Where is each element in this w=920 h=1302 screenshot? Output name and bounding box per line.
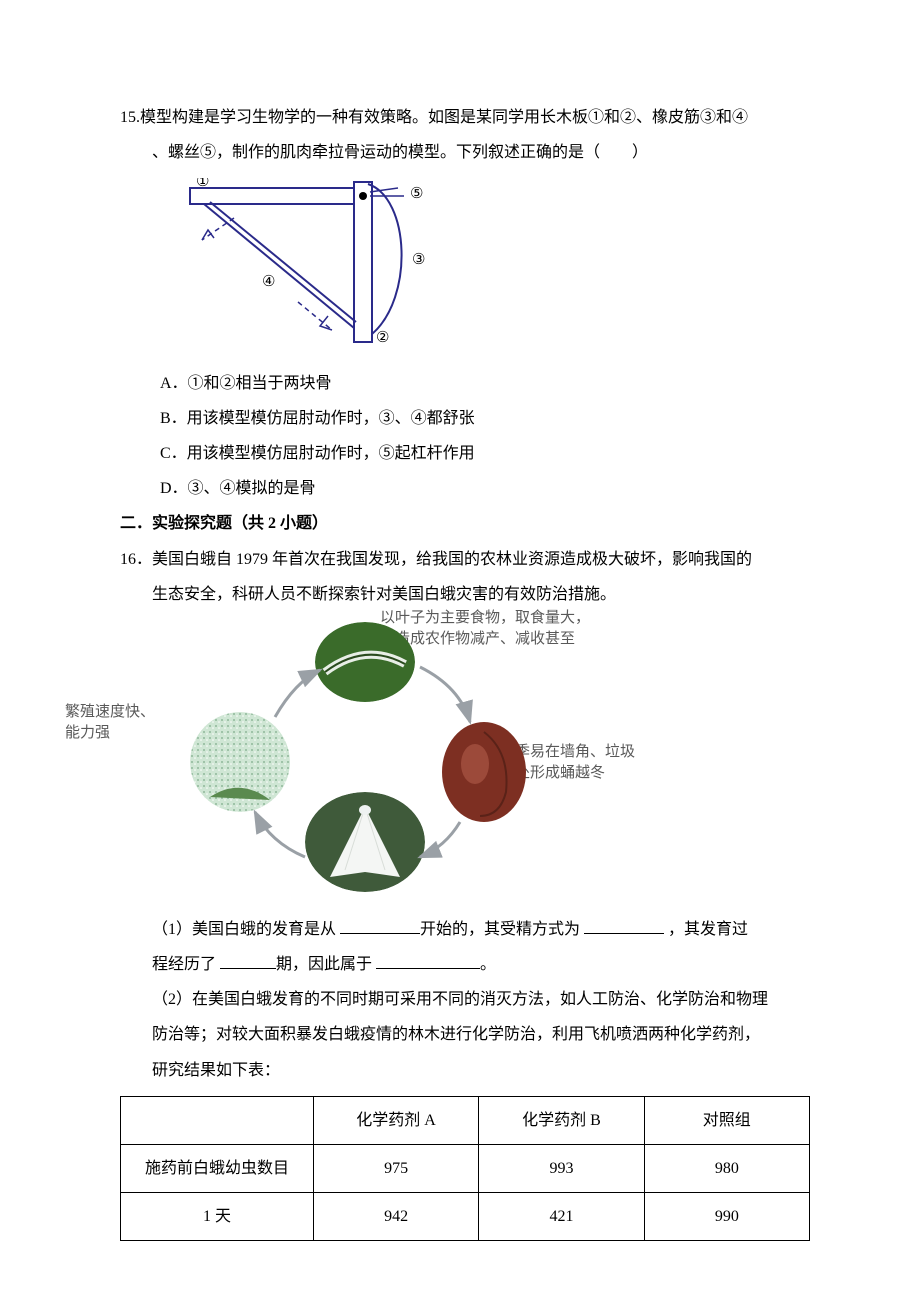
q15-option-c: C．用该模型模仿屈肘动作时，⑤起杠杆作用	[120, 436, 810, 471]
q16-part1-line1: （1）美国白蛾的发育是从 开始的，其受精方式为 ，其发育过	[120, 912, 810, 947]
q16-p1-c: ，其发育过	[664, 921, 748, 938]
lifecycle-stage-pupa	[440, 722, 528, 822]
lifecycle-stage-eggs	[190, 712, 290, 812]
q16-part2-line2: 防治等；对较大面积暴发白蛾疫情的林木进行化学防治，利用飞机喷洒两种化学药剂，	[120, 1017, 810, 1052]
table-header: 化学药剂 B	[479, 1096, 644, 1144]
svg-text:⑤: ⑤	[410, 186, 423, 202]
table-header: 对照组	[644, 1096, 809, 1144]
table-cell: 980	[644, 1145, 809, 1193]
table-row: 1 天 942 421 990	[121, 1193, 810, 1241]
lifecycle-stage-adult	[305, 792, 425, 892]
svg-text:③: ③	[412, 252, 425, 268]
q16-p1-b: 开始的，其受精方式为	[420, 921, 584, 938]
q16-p1-a: （1）美国白蛾的发育是从	[152, 921, 340, 938]
table-cell: 施药前白蛾幼虫数目	[121, 1145, 314, 1193]
q15-stem-line2: 、螺丝⑤，制作的肌肉牵拉骨运动的模型。下列叙述正确的是（ ）	[120, 135, 810, 170]
table-cell: 1 天	[121, 1193, 314, 1241]
q16-part2-line1: （2）在美国白蛾发育的不同时期可采用不同的消灭方法，如人工防治、化学防治和物理	[120, 982, 810, 1017]
blank	[340, 918, 420, 934]
q16-p1-l2a: 程经历了	[152, 956, 220, 973]
q16-p1-l2b: 期，因此属于	[276, 956, 376, 973]
blank	[220, 953, 276, 969]
q16-stem-line1: 16．美国白蛾自 1979 年首次在我国发现，给我国的农林业资源造成极大破坏，影…	[120, 542, 810, 577]
table-cell: 990	[644, 1193, 809, 1241]
table-cell: 993	[479, 1145, 644, 1193]
q16-part2-line3: 研究结果如下表：	[120, 1053, 810, 1088]
q15-diagram: ① ② ③ ④ ⑤	[120, 170, 810, 365]
q15-stem-line1: 15.模型构建是学习生物学的一种有效策略。如图是某同学用长木板①和②、橡皮筋③和…	[120, 100, 810, 135]
blank	[376, 953, 480, 969]
svg-text:④: ④	[262, 274, 275, 290]
q15-option-b: B．用该模型模仿屈肘动作时，③、④都舒张	[120, 401, 810, 436]
svg-text:②: ②	[376, 330, 389, 346]
table-row: 施药前白蛾幼虫数目 975 993 980	[121, 1145, 810, 1193]
q16-p1-l2c: 。	[480, 956, 496, 973]
table-cell: 942	[313, 1193, 478, 1241]
table-header	[121, 1096, 314, 1144]
q15-option-a: A．①和②相当于两块骨	[120, 366, 810, 401]
table-cell: 975	[313, 1145, 478, 1193]
lifecycle-label-larva: 以叶子为主要食物，取食量大，可造成农作物减产、减收甚至绝产	[380, 608, 620, 671]
lifecycle-label-eggs: 繁殖速度快、能力强	[65, 702, 185, 744]
table-row: 化学药剂 A 化学药剂 B 对照组	[121, 1096, 810, 1144]
q16-stem-line2: 生态安全，科研人员不断探索针对美国白蛾灾害的有效防治措施。	[120, 577, 810, 612]
section2-heading: 二．实验探究题（共 2 小题）	[120, 506, 810, 541]
q16-lifecycle-figure: 繁殖速度快、能力强 以叶子为主要食物，取食量大，可造成农作物减产、减收甚至绝产 …	[120, 612, 680, 912]
table-cell: 421	[479, 1193, 644, 1241]
blank	[584, 918, 664, 934]
q15-option-d: D．③、④模拟的是骨	[120, 471, 810, 506]
table-header: 化学药剂 A	[313, 1096, 478, 1144]
q16-data-table: 化学药剂 A 化学药剂 B 对照组 施药前白蛾幼虫数目 975 993 980 …	[120, 1096, 810, 1242]
q16-part1-line2: 程经历了 期，因此属于 。	[120, 947, 810, 982]
lifecycle-stage-larva	[315, 622, 415, 702]
svg-text:①: ①	[196, 178, 209, 190]
